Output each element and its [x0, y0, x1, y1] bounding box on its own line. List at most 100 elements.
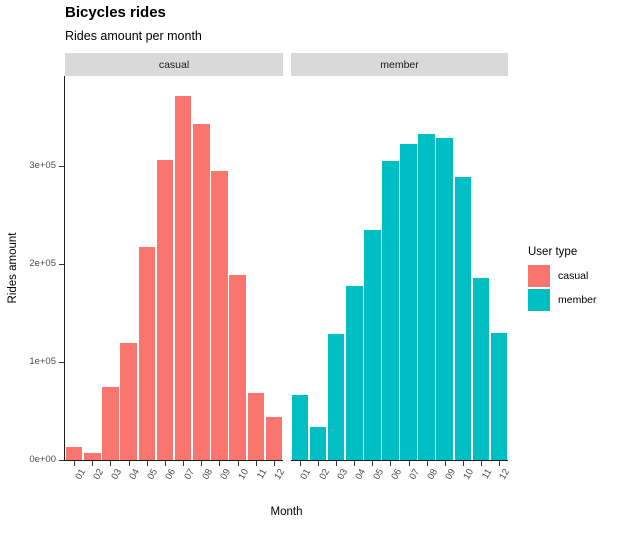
x-tick-mark: [219, 461, 221, 466]
bar-member-04: [346, 285, 363, 460]
y-axis-title: Rides amount: [7, 232, 19, 304]
legend: User type casual member: [528, 246, 597, 313]
legend-swatch-casual-icon: [528, 265, 550, 287]
x-tick-label: 04: [353, 467, 368, 482]
x-tick-mark: [74, 461, 76, 466]
bar-member-05: [364, 229, 381, 460]
legend-key-casual: casual: [528, 265, 597, 287]
bar-casual-12: [265, 416, 283, 460]
x-tick-label: 04: [127, 467, 143, 482]
bar-casual-02: [84, 453, 101, 460]
bar-casual-07: [174, 95, 192, 460]
x-tick-label: 06: [389, 467, 404, 482]
y-tick-label: 1e+05: [29, 356, 56, 368]
x-tick-mark: [498, 461, 500, 466]
x-tick-mark: [372, 461, 374, 466]
bar-member-11: [472, 277, 490, 460]
x-tick-label: 10: [461, 467, 477, 482]
bar-casual-01: [65, 447, 83, 460]
legend-key-member: member: [528, 289, 597, 311]
x-tick-label: 01: [72, 467, 88, 482]
facet-strip-casual-label: casual: [158, 58, 190, 71]
x-tick-label: 05: [145, 467, 161, 482]
x-tick-label: 06: [163, 467, 179, 482]
bar-member-12: [490, 332, 508, 460]
x-tick-mark: [237, 461, 239, 466]
legend-swatch-member-icon: [528, 289, 550, 311]
x-tick-label: 05: [371, 467, 386, 482]
x-tick-mark: [92, 461, 94, 466]
x-tick-label: 09: [218, 467, 233, 482]
bar-casual-09: [211, 171, 228, 460]
x-tick-mark: [183, 461, 185, 466]
x-tick-label: 08: [199, 467, 215, 482]
x-tick-mark: [300, 461, 302, 466]
bar-casual-10: [229, 274, 246, 460]
bar-casual-04: [120, 343, 137, 460]
x-tick-mark: [318, 461, 320, 466]
x-tick-mark: [426, 461, 428, 466]
x-tick-label: 08: [425, 467, 441, 482]
bar-member-09: [436, 137, 453, 460]
x-tick-label: 12: [272, 467, 288, 482]
y-tick-label: 0e+00: [29, 454, 56, 465]
facet-strip-member: member: [291, 53, 508, 76]
x-tick-label: 07: [407, 467, 423, 482]
bar-member-02: [309, 426, 327, 460]
x-tick-label: 10: [236, 467, 252, 482]
x-tick-mark: [201, 461, 203, 466]
x-tick-mark: [354, 461, 356, 466]
x-tick-mark: [110, 461, 112, 466]
y-tick-mark: [59, 264, 64, 266]
chart-title: Bicycles rides: [65, 4, 166, 21]
y-axis-line: [64, 76, 65, 461]
x-axis-line-casual: [64, 460, 283, 461]
x-tick-label: 02: [90, 467, 106, 482]
x-tick-label: 01: [298, 467, 314, 482]
bar-casual-11: [247, 393, 264, 460]
bar-member-03: [327, 333, 345, 460]
x-tick-label: 02: [316, 467, 332, 482]
facet-strip-member-label: member: [380, 58, 419, 71]
x-tick-label: 11: [479, 467, 495, 482]
x-tick-mark: [480, 461, 482, 466]
y-tick-mark: [59, 460, 64, 461]
bar-member-08: [418, 133, 435, 460]
x-tick-mark: [390, 461, 392, 466]
x-tick-mark: [146, 461, 148, 466]
x-tick-mark: [408, 461, 410, 466]
bar-casual-08: [193, 124, 210, 460]
facet-panel-casual: [65, 76, 283, 460]
bar-casual-06: [156, 160, 174, 460]
facet-panel-member: [291, 76, 508, 460]
y-tick-mark: [59, 166, 64, 168]
x-tick-label: 03: [334, 467, 350, 482]
legend-label-member: member: [558, 294, 597, 306]
x-tick-mark: [273, 461, 275, 466]
x-tick-mark: [128, 461, 130, 466]
bar-member-10: [454, 176, 472, 460]
x-tick-mark: [164, 461, 166, 466]
bar-member-01: [291, 395, 309, 460]
bar-casual-05: [138, 247, 155, 460]
x-tick-label: 03: [109, 467, 124, 482]
x-axis-line-member: [291, 460, 508, 461]
x-tick-label: 09: [443, 467, 459, 482]
x-tick-label: 12: [497, 467, 513, 482]
y-tick-label: 2e+05: [29, 258, 56, 270]
y-tick-label: 3e+05: [29, 160, 56, 172]
chart-subtitle: Rides amount per month: [65, 29, 202, 43]
x-tick-mark: [255, 461, 257, 466]
bar-member-07: [400, 143, 417, 460]
x-tick-label: 07: [181, 467, 197, 482]
x-tick-mark: [336, 461, 338, 466]
x-tick-mark: [462, 461, 464, 466]
x-axis-title: Month: [270, 506, 303, 518]
bar-member-06: [382, 161, 399, 460]
legend-title: User type: [528, 246, 578, 258]
legend-label-casual: casual: [558, 270, 589, 282]
x-tick-mark: [444, 461, 446, 466]
facet-strip-casual: casual: [65, 53, 283, 76]
y-tick-mark: [59, 362, 64, 364]
